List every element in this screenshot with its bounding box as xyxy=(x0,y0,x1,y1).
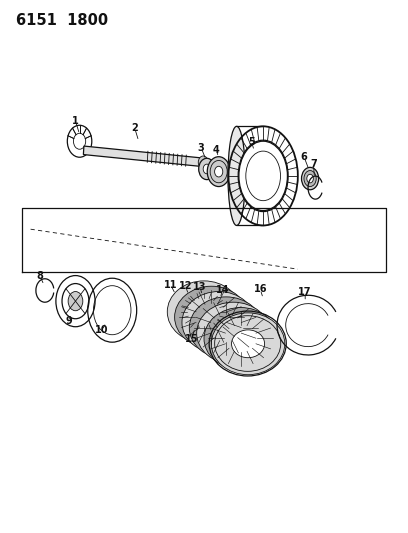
Text: 8: 8 xyxy=(37,271,43,281)
Text: 12: 12 xyxy=(179,281,193,291)
Text: 17: 17 xyxy=(298,287,312,297)
Ellipse shape xyxy=(175,286,248,348)
Text: 1: 1 xyxy=(72,116,79,126)
Ellipse shape xyxy=(224,325,257,352)
Ellipse shape xyxy=(197,302,270,364)
Ellipse shape xyxy=(189,297,263,359)
Circle shape xyxy=(304,171,316,187)
Ellipse shape xyxy=(204,308,277,369)
Circle shape xyxy=(215,166,223,177)
Ellipse shape xyxy=(167,281,241,343)
Ellipse shape xyxy=(202,309,235,336)
Circle shape xyxy=(307,174,313,183)
Ellipse shape xyxy=(228,126,245,225)
Text: 14: 14 xyxy=(215,285,229,295)
Ellipse shape xyxy=(217,319,250,347)
Text: 5: 5 xyxy=(248,138,255,147)
Circle shape xyxy=(199,158,215,180)
Circle shape xyxy=(198,156,208,169)
Text: 4: 4 xyxy=(213,146,220,155)
Text: 15: 15 xyxy=(185,334,199,344)
Text: 10: 10 xyxy=(95,326,109,335)
Ellipse shape xyxy=(195,303,228,331)
Text: 16: 16 xyxy=(253,285,267,294)
Text: 7: 7 xyxy=(310,159,317,168)
Text: 2: 2 xyxy=(131,123,138,133)
Text: 6151  1800: 6151 1800 xyxy=(16,13,109,28)
Text: 13: 13 xyxy=(193,282,207,292)
Ellipse shape xyxy=(182,292,255,353)
Ellipse shape xyxy=(210,314,242,342)
Ellipse shape xyxy=(211,313,285,375)
Ellipse shape xyxy=(231,330,264,358)
Ellipse shape xyxy=(238,140,288,212)
Circle shape xyxy=(207,157,230,187)
Ellipse shape xyxy=(187,298,220,326)
Circle shape xyxy=(302,167,319,190)
Text: 11: 11 xyxy=(164,280,177,289)
Text: 3: 3 xyxy=(198,143,204,152)
Circle shape xyxy=(68,292,83,311)
Polygon shape xyxy=(83,146,200,166)
Text: 9: 9 xyxy=(65,317,72,326)
Circle shape xyxy=(203,164,211,174)
Text: 6: 6 xyxy=(301,152,307,161)
